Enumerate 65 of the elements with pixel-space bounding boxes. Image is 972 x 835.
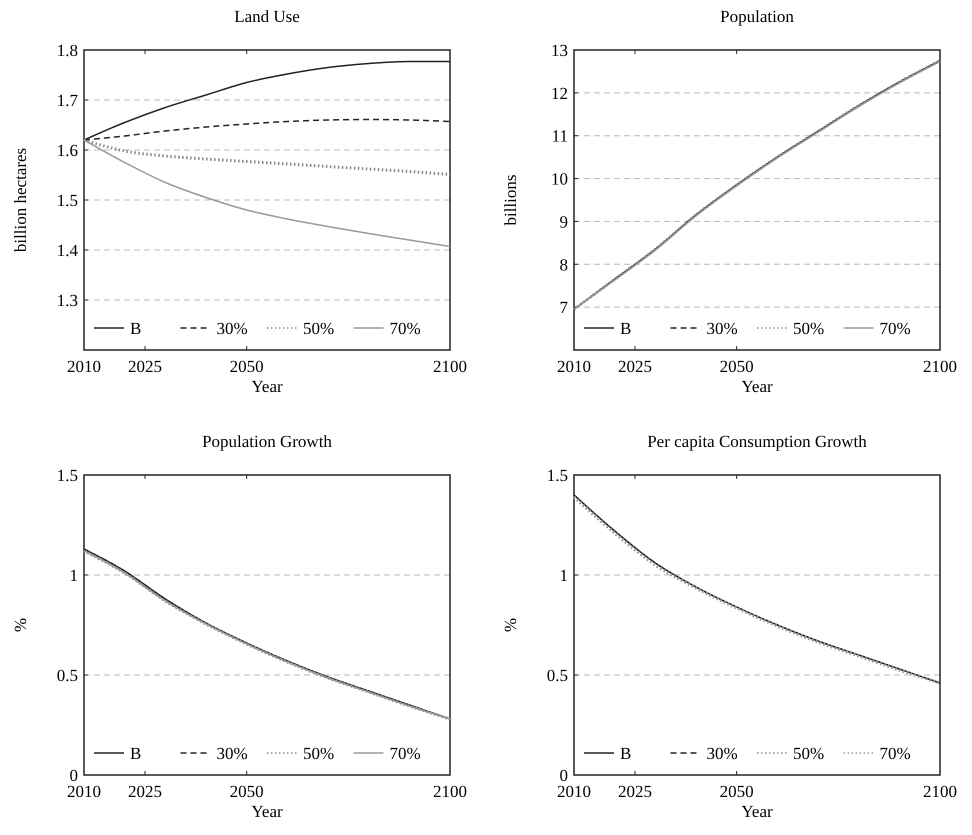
y-tick-label: 1.8 xyxy=(56,41,78,60)
y-axis-title: billions xyxy=(501,174,520,226)
legend-label: 50% xyxy=(303,744,334,763)
y-tick-label: 8 xyxy=(560,255,568,274)
x-tick-label: 2050 xyxy=(720,782,754,801)
x-tick-label: 2100 xyxy=(433,357,467,376)
x-tick-label: 2100 xyxy=(923,357,957,376)
y-tick-label: 12 xyxy=(551,84,568,103)
y-tick-label: 10 xyxy=(551,170,568,189)
legend-label: 50% xyxy=(793,744,824,763)
legend-label: B xyxy=(620,744,632,763)
legend-label: 30% xyxy=(216,319,248,338)
x-axis-title: Year xyxy=(251,802,283,821)
x-tick-label: 2025 xyxy=(128,357,162,376)
y-tick-label: 0.5 xyxy=(56,666,78,685)
y-tick-label: 9 xyxy=(560,212,568,232)
y-tick-label: 11 xyxy=(552,126,568,146)
legend-label: 30% xyxy=(216,744,248,763)
x-tick-label: 2010 xyxy=(67,357,101,376)
y-tick-label: 1.4 xyxy=(56,241,78,260)
y-tick-label: 1.6 xyxy=(56,141,78,160)
y-tick-label: 1 xyxy=(70,566,78,585)
y-tick-label: 7 xyxy=(560,298,568,318)
x-tick-label: 2010 xyxy=(557,782,591,801)
chart-title: Population Growth xyxy=(202,432,332,451)
chart-title: Per capita Consumption Growth xyxy=(647,432,868,451)
y-tick-label: 1.5 xyxy=(56,466,78,485)
y-tick-label: 1.5 xyxy=(56,191,78,210)
legend-label: 70% xyxy=(880,744,911,763)
y-tick-label: 1 xyxy=(560,566,568,585)
legend-label: 70% xyxy=(880,319,911,338)
x-tick-label: 2050 xyxy=(230,357,264,376)
y-tick-label: 0 xyxy=(560,766,568,785)
x-tick-label: 2050 xyxy=(720,357,754,376)
legend-label: 30% xyxy=(706,744,738,763)
y-tick-label: 0 xyxy=(70,766,78,785)
y-axis-title: billion hectares xyxy=(11,148,30,252)
chart-title: Population xyxy=(720,7,794,26)
legend-label: 50% xyxy=(303,319,334,338)
x-tick-label: 2025 xyxy=(618,357,652,376)
legend-label: 30% xyxy=(706,319,738,338)
legend-label: 70% xyxy=(390,319,421,338)
x-tick-label: 2010 xyxy=(557,357,591,376)
x-tick-label: 2025 xyxy=(128,782,162,801)
legend-label: B xyxy=(130,319,142,338)
legend-label: B xyxy=(620,319,632,338)
x-axis-title: Year xyxy=(741,377,773,396)
x-tick-label: 2100 xyxy=(433,782,467,801)
x-axis-title: Year xyxy=(741,802,773,821)
y-axis-title: % xyxy=(11,618,30,632)
x-tick-label: 2100 xyxy=(923,782,957,801)
legend-label: B xyxy=(130,744,142,763)
chart-title: Land Use xyxy=(234,7,300,26)
legend-label: 50% xyxy=(793,319,824,338)
y-tick-label: 13 xyxy=(551,41,568,60)
y-tick-label: 1.3 xyxy=(56,291,78,310)
y-tick-label: 1.5 xyxy=(546,466,568,485)
y-tick-label: 1.7 xyxy=(56,91,78,110)
x-tick-label: 2050 xyxy=(230,782,264,801)
x-tick-label: 2025 xyxy=(618,782,652,801)
y-tick-label: 0.5 xyxy=(546,666,568,685)
y-axis-title: % xyxy=(501,618,520,632)
legend-label: 70% xyxy=(390,744,421,763)
x-axis-title: Year xyxy=(251,377,283,396)
x-tick-label: 2010 xyxy=(67,782,101,801)
